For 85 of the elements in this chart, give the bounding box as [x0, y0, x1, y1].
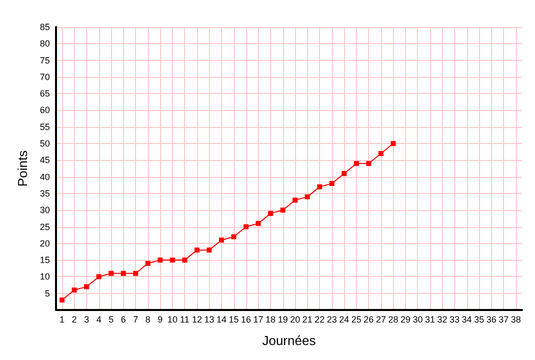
y-tick-label: 35	[40, 188, 50, 198]
y-tick-label: 50	[40, 138, 50, 149]
x-tick-label: 7	[133, 314, 138, 324]
x-tick-label: 2	[72, 314, 77, 324]
point	[366, 161, 372, 166]
point	[304, 194, 310, 200]
y-tick-label: 70	[40, 72, 50, 82]
y-tick-label: 60	[40, 105, 50, 116]
y-tick-label: 40	[40, 172, 50, 182]
x-tick-label: 23	[326, 314, 337, 324]
y-tick-label: 20	[40, 238, 50, 248]
x-tick-label: 6	[120, 314, 126, 324]
point	[354, 161, 359, 166]
x-tick-label: 3	[84, 314, 90, 324]
x-tick-label: 31	[425, 314, 436, 324]
point	[72, 288, 77, 293]
point	[194, 248, 200, 253]
x-tick-label: 30	[412, 314, 423, 324]
x-tick-label: 26	[364, 314, 374, 324]
x-tick-label: 4	[96, 314, 102, 324]
point	[158, 258, 163, 263]
point	[170, 258, 175, 263]
y-tick-label: 45	[40, 155, 50, 166]
x-tick-label: 14	[216, 314, 227, 324]
x-tick-label: 21	[302, 314, 312, 324]
y-tick-label: 55	[40, 122, 50, 132]
point	[280, 208, 286, 213]
y-axis-title: Points	[15, 150, 30, 187]
point	[390, 141, 396, 146]
x-tick-label: 34	[462, 314, 472, 324]
point	[292, 198, 298, 203]
x-tick-label: 35	[474, 314, 484, 324]
x-tick-label: 12	[192, 314, 202, 324]
point	[84, 284, 90, 290]
point	[133, 270, 138, 276]
x-tick-label: 13	[204, 314, 214, 324]
point	[342, 170, 347, 176]
x-tick-label: 38	[510, 314, 521, 324]
y-tick-label: 10	[40, 272, 50, 282]
x-tick-label: 28	[388, 314, 398, 324]
x-tick-label: 9	[158, 314, 163, 324]
x-tick-label: 19	[278, 314, 288, 324]
y-tick-label: 15	[40, 255, 50, 266]
x-tick-label: 11	[180, 314, 190, 324]
point	[329, 180, 334, 186]
x-tick-label: 22	[314, 314, 325, 324]
point	[268, 210, 274, 216]
point	[182, 258, 188, 263]
x-tick-label: 8	[145, 314, 150, 324]
x-tick-label: 20	[290, 314, 300, 324]
x-tick-label: 15	[228, 314, 239, 324]
y-tick-label: 30	[40, 205, 50, 216]
x-tick-label: 1	[60, 314, 65, 324]
y-tick-label: 25	[40, 222, 50, 232]
point	[206, 248, 212, 253]
x-tick-label: 18	[266, 314, 276, 324]
x-tick-label: 25	[351, 314, 362, 324]
point	[317, 184, 322, 190]
point	[60, 298, 65, 303]
point	[108, 270, 114, 276]
x-tick-label: 33	[450, 314, 460, 324]
x-tick-label: 32	[437, 314, 448, 324]
point	[218, 238, 224, 243]
x-tick-label: 17	[253, 314, 264, 324]
x-tick-label: 24	[339, 314, 350, 324]
point	[120, 270, 126, 276]
y-tick-label: 5	[44, 288, 50, 298]
x-tick-label: 37	[498, 314, 509, 324]
x-tick-label: 5	[108, 314, 114, 324]
point	[231, 234, 236, 240]
point	[145, 260, 150, 266]
x-tick-label: 27	[376, 314, 386, 324]
y-tick-label: 75	[40, 55, 50, 66]
x-tick-label: 29	[400, 314, 410, 324]
point	[378, 151, 384, 156]
y-tick-label: 80	[40, 38, 50, 49]
y-tick-label: 85	[40, 22, 50, 32]
x-tick-label: 36	[486, 314, 496, 324]
x-tick-label: 16	[241, 314, 252, 324]
point	[244, 224, 249, 230]
x-tick-label: 10	[167, 314, 178, 324]
point	[96, 274, 102, 280]
y-tick-label: 65	[40, 88, 50, 99]
point	[256, 220, 261, 226]
x-axis-title: Journées	[262, 333, 316, 348]
